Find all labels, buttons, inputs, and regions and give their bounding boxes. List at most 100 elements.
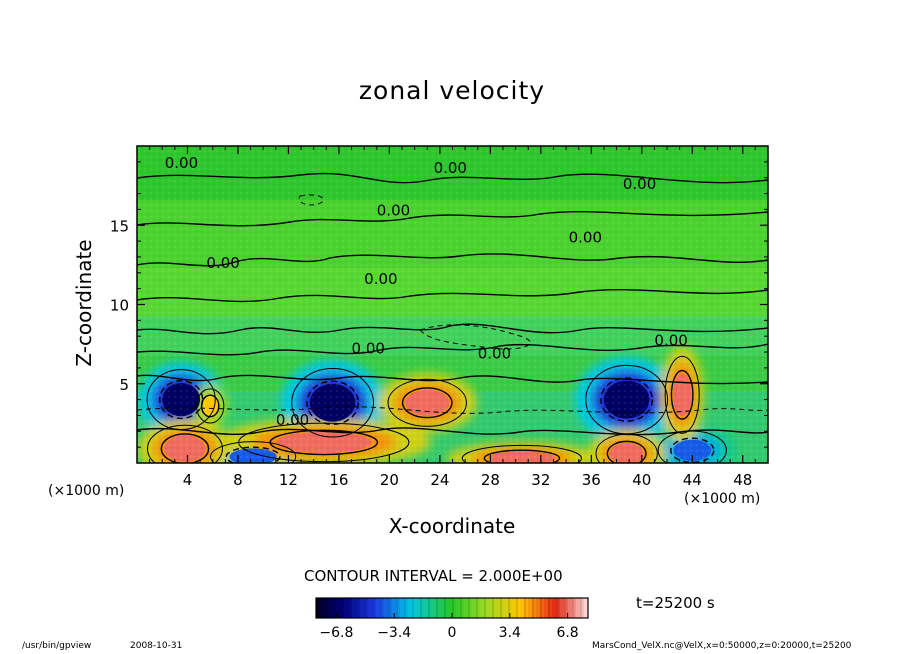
program-path: /usr/bin/gpview (22, 641, 92, 651)
colorbar-cell (444, 598, 449, 618)
colorbar-stripe (524, 598, 526, 618)
colorbar-cell (488, 598, 493, 618)
colorbar-stripe (348, 598, 350, 618)
colorbar-cell (424, 598, 429, 618)
contour-label: 0.00 (377, 202, 410, 220)
colorbar-cell (448, 598, 453, 618)
colorbar-cell (324, 598, 329, 618)
feature-contour-outer (291, 368, 374, 438)
colorbar-stripe (436, 598, 438, 618)
contour-line (137, 343, 768, 356)
colorbar-cell (500, 598, 505, 618)
contour-line (137, 211, 768, 227)
colorbar-stripe (404, 598, 406, 618)
colorbar-stripe (396, 598, 398, 618)
colorbar-cell (436, 598, 441, 618)
colorbar-cell (332, 598, 337, 618)
colorbar-stripe (316, 598, 318, 618)
colorbar-cell (356, 598, 361, 618)
feature-contour (670, 369, 694, 420)
colorbar-stripe (492, 598, 494, 618)
colorbar-cell (492, 598, 497, 618)
feature-contour (200, 394, 220, 418)
feature-contour-outer (146, 424, 223, 463)
colorbar-stripe (380, 598, 382, 618)
x-tick-label: 32 (531, 471, 550, 489)
colorbar-cell (532, 598, 537, 618)
colorbar-cell (568, 598, 573, 618)
feature-contour (269, 429, 379, 456)
colorbar-cell (508, 598, 513, 618)
chart-title: zonal velocity (358, 76, 546, 105)
feature-contour-outer (461, 444, 583, 463)
y-tick-label: 10 (110, 297, 129, 315)
feature-contour-outer (387, 378, 467, 427)
x-tick-label: 8 (233, 471, 243, 489)
contour-label: 0.00 (364, 270, 397, 288)
colorbar-stripe (580, 598, 582, 618)
feature-contour (160, 433, 210, 463)
contour-line (137, 253, 768, 267)
colorbar-stripe (324, 598, 326, 618)
colorbar-stripe (412, 598, 414, 618)
x-tick-label: 40 (632, 471, 651, 489)
colorbar-cell (504, 598, 509, 618)
colorbar-cell (360, 598, 365, 618)
colorbar-cell (480, 598, 485, 618)
colorbar-stripe (388, 598, 390, 618)
colorbar-cell (464, 598, 469, 618)
colorbar-cell (580, 598, 585, 618)
colorbar-cell (560, 598, 565, 618)
colorbar-cell (544, 598, 549, 618)
colorbar-cell (376, 598, 381, 618)
colorbar-cell (584, 598, 589, 618)
colorbar-cell (348, 598, 353, 618)
contour-label: 0.00 (206, 254, 239, 272)
colorbar-stripe (468, 598, 470, 618)
contour-line (137, 172, 768, 184)
colorbar-cell (576, 598, 581, 618)
colorbar-cell (440, 598, 445, 618)
x-tick-label: 4 (183, 471, 193, 489)
contour-label: 0.00 (478, 344, 511, 362)
colorbar-stripe (452, 598, 454, 618)
contour-line (137, 323, 768, 335)
feature-contour-outer (664, 355, 700, 434)
colorbar-cell (428, 598, 433, 618)
colorbar-stripe (340, 598, 342, 618)
colorbar-cell (456, 598, 461, 618)
colorbar-stripe (428, 598, 430, 618)
y-axis: 5 10 15 (110, 161, 768, 448)
feature-contour-outer (595, 433, 658, 463)
colorbar-cell (384, 598, 389, 618)
contour-label: 0.00 (352, 340, 385, 358)
contour-line (298, 194, 324, 206)
colorbar-cell (512, 598, 517, 618)
x-unit-right: (×1000 m) (684, 491, 761, 507)
colorbar-stripe (372, 598, 374, 618)
colorbar-cell (364, 598, 369, 618)
colorbar-stripe (564, 598, 566, 618)
feature-contour (670, 437, 715, 463)
negative-contours (137, 194, 768, 414)
colorbar-stripe (476, 598, 478, 618)
contour-label: 0.00 (623, 175, 656, 193)
x-tick-label: 28 (481, 471, 500, 489)
x-tick-label: 12 (279, 471, 298, 489)
colorbar-cell (408, 598, 413, 618)
colorbar-cell (528, 598, 533, 618)
x-unit-left: (×1000 m) (48, 483, 125, 499)
plot-date: 2008-10-31 (130, 641, 183, 651)
colorbar-cell (400, 598, 405, 618)
y-tick-label: 15 (110, 217, 129, 235)
x-tick-label: 48 (733, 471, 752, 489)
colorbar-cell (396, 598, 401, 618)
colorbar-cell (572, 598, 577, 618)
colorbar-tick-label: 0 (448, 625, 457, 641)
colorbar-cell (320, 598, 325, 618)
colorbar-tick-label: −3.4 (377, 625, 411, 641)
feature-contour-outer (210, 441, 297, 463)
colorbar-stripe (548, 598, 550, 618)
colorbar-stripe (460, 598, 462, 618)
colorbar-cell (352, 598, 357, 618)
